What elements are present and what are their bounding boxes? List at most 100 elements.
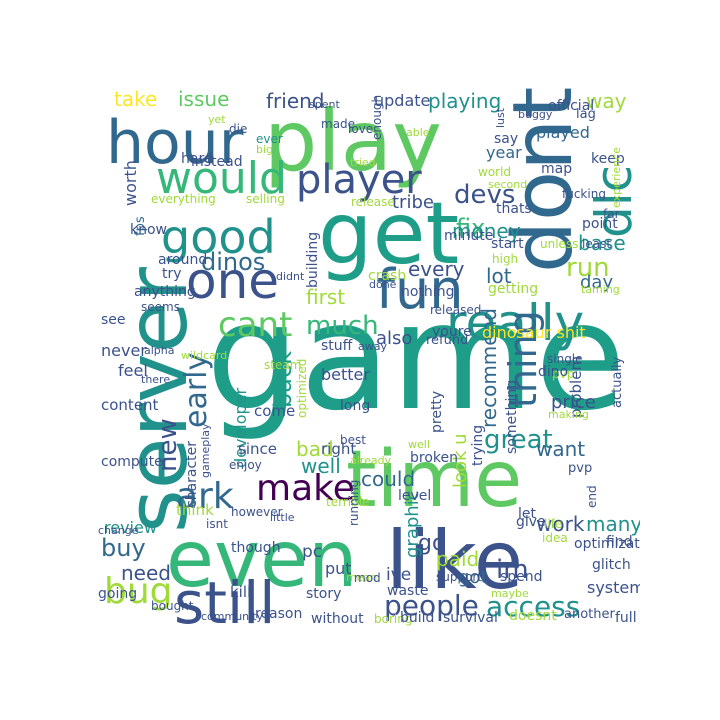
word-back: back [269, 351, 297, 408]
word-however: however [231, 505, 283, 519]
word-im: im [496, 555, 529, 585]
word-access: access [486, 590, 580, 623]
word-buggy: buggy [518, 108, 553, 121]
word-alpha: alpha [144, 344, 175, 357]
word-bug: bug [104, 571, 173, 612]
word-player: player [296, 157, 422, 203]
word-maybe: maybe [491, 587, 529, 600]
word-fun: fun [376, 258, 463, 321]
word-take: take [114, 88, 157, 111]
word-something: something [504, 380, 520, 454]
word-game: game [206, 271, 626, 443]
word-work: work [536, 512, 585, 536]
word-little: little [270, 511, 295, 524]
word-much: much [306, 311, 379, 341]
word-making: making [548, 408, 589, 421]
word-find: find [606, 534, 633, 550]
word-paid: paid [436, 547, 479, 571]
word-great: great [484, 425, 553, 455]
word-change: change [98, 524, 139, 537]
word-fps: fps [133, 216, 148, 236]
word-didnt: didnt [276, 270, 305, 283]
word-think: think [176, 501, 214, 519]
word-map: map [541, 161, 572, 177]
word-since: since [238, 440, 277, 458]
word-fix: fix [456, 214, 485, 242]
word-let: let [518, 506, 537, 522]
word-stuff: stuff [321, 338, 353, 354]
word-hour: hour [106, 108, 244, 178]
word-price: price [551, 392, 596, 413]
word-enjoy: enjoy [229, 458, 262, 472]
word-one: one [186, 252, 279, 310]
word-point: point [582, 216, 618, 232]
word-enough: enough [370, 95, 384, 140]
word-say: say [494, 131, 518, 147]
word-well: well [408, 438, 430, 451]
word-cloud: game play get server time even like dont hour sti… [96, 88, 640, 632]
word-make: make [256, 468, 355, 509]
word-though: though [231, 540, 281, 556]
word-first: first [306, 285, 345, 309]
word-taming: taming [581, 283, 620, 296]
word-least: least [582, 237, 611, 251]
word-would: would [156, 153, 287, 204]
word-dont: dont [496, 88, 591, 273]
word-many: many [586, 512, 640, 536]
word-pc: pc [302, 542, 322, 562]
word-selling: selling [246, 192, 285, 206]
word-cant: cant [218, 305, 292, 345]
word-seems: seems [141, 300, 180, 314]
word-see: see [101, 312, 126, 328]
word-time: time [346, 435, 522, 525]
word-able: able [406, 126, 430, 139]
word-give: give [516, 514, 546, 530]
word-start: start [491, 236, 524, 252]
word-playing: playing [428, 89, 501, 113]
word-better: better [321, 365, 370, 384]
word-release: release [351, 195, 395, 209]
word-die: die [229, 122, 247, 136]
word-long: long [340, 398, 370, 414]
word-pretty: pretty [429, 391, 445, 433]
word-away: away [358, 340, 387, 353]
word-without: without [311, 611, 364, 627]
word-youre: youre [432, 324, 472, 340]
word-build: build [400, 610, 434, 626]
word-building: building [305, 232, 321, 288]
word-getting: getting [488, 281, 538, 297]
word-world: world [478, 165, 511, 179]
word-buy: buy [101, 534, 146, 562]
word-year: year [486, 143, 522, 162]
word-already: already [350, 454, 392, 467]
word-tried: tried [350, 156, 376, 169]
word-devs: devs [454, 180, 515, 210]
word-tribe: tribe [392, 192, 434, 213]
word-early: early [179, 353, 214, 428]
word-reason: reason [255, 606, 302, 622]
word-glitch: glitch [592, 557, 631, 573]
word-spent: spent [309, 98, 340, 111]
word-need: need [121, 561, 171, 585]
word-review: review [104, 518, 157, 537]
word-far: far [603, 207, 620, 221]
word-mean: mean [346, 571, 377, 584]
word-broken: broken [410, 450, 458, 466]
word-content: content [101, 396, 159, 414]
word-lag: lag [576, 107, 596, 122]
word-kill: kill [230, 583, 251, 601]
word-level: level [398, 488, 431, 504]
word-also: also [376, 328, 412, 349]
word-big: big [256, 143, 273, 156]
word-story: story [306, 586, 341, 602]
word-thing: thing [501, 310, 545, 408]
word-unless: unless [540, 237, 578, 251]
word-issue: issue [178, 88, 229, 111]
word-feel: feel [118, 361, 148, 380]
word-come: come [254, 402, 295, 420]
word-single: single [547, 352, 583, 366]
word-keep: keep [591, 151, 625, 167]
word-still: still [174, 569, 275, 632]
word-try: try [162, 266, 182, 282]
word-end: end [585, 485, 599, 508]
